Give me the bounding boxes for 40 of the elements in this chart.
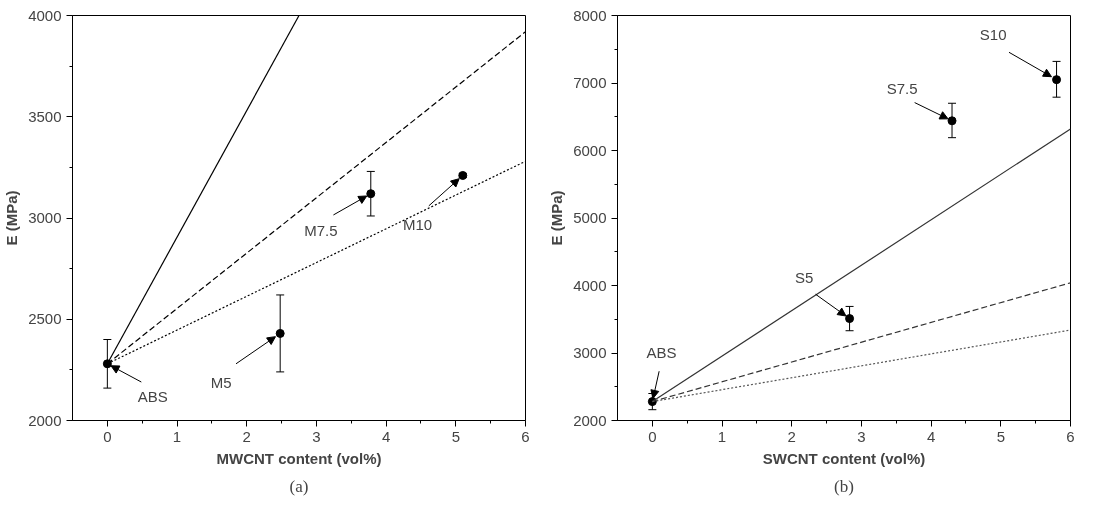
text: (a)	[289, 476, 309, 496]
x-tick-label: 2	[242, 427, 251, 445]
y-tick-label: 5000	[573, 209, 607, 226]
x-tick-label: 6	[1066, 427, 1075, 445]
annotation: S10	[979, 26, 1007, 44]
y-tick-label: 2500	[28, 310, 62, 328]
y-tick-label: 7000	[573, 74, 607, 91]
x-tick-label: 0	[648, 427, 657, 445]
y-tick-label: 2000	[28, 411, 62, 429]
x-tick-label: 4	[381, 427, 391, 445]
x-tick-label: 1	[717, 427, 727, 445]
x-tick-label: 3	[857, 427, 866, 445]
y-tick-label: 8000	[573, 6, 607, 24]
x-tick-label: 4	[926, 427, 936, 445]
annotation: ABS	[646, 344, 677, 362]
y-tick-label: 4000	[28, 6, 62, 24]
annotation: M7.5	[304, 222, 338, 240]
x-tick-label: 3	[312, 427, 321, 445]
x-axis-title: MWCNT content (vol%)	[216, 449, 382, 467]
y-tick-label: 4000	[573, 276, 607, 294]
y-tick-label: 3500	[28, 107, 62, 125]
annotation: S5	[795, 269, 814, 287]
annotation: S7.5	[886, 79, 918, 97]
x-axis-title: SWCNT content (vol%)	[762, 449, 926, 467]
y-tick-label: 2000	[573, 411, 607, 429]
x-tick-label: 5	[451, 427, 460, 445]
annotation: M10	[402, 215, 433, 233]
x-tick-label: 0	[103, 427, 112, 445]
annotation: ABS	[137, 388, 168, 406]
x-tick-label: 1	[172, 427, 182, 445]
x-tick-label: 5	[996, 427, 1005, 445]
annotation: M5	[210, 373, 232, 391]
x-tick-label: 6	[521, 427, 530, 445]
y-tick-label: 6000	[573, 141, 607, 159]
y-axis-title: E (MPa)	[3, 190, 21, 246]
y-tick-label: 3000	[573, 344, 607, 361]
y-tick-label: 3000	[28, 209, 62, 226]
text: (b)	[834, 476, 854, 496]
y-axis-title: E (MPa)	[548, 190, 566, 246]
x-tick-label: 2	[787, 427, 796, 445]
